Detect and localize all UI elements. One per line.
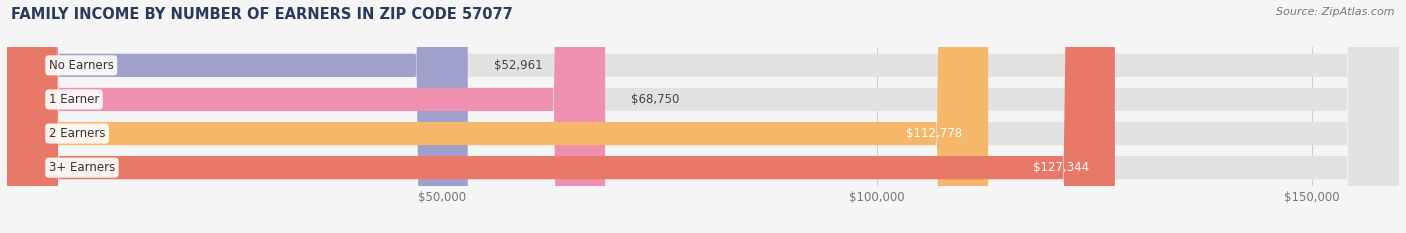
Text: Source: ZipAtlas.com: Source: ZipAtlas.com (1277, 7, 1395, 17)
FancyBboxPatch shape (7, 0, 1115, 233)
Text: 3+ Earners: 3+ Earners (49, 161, 115, 174)
FancyBboxPatch shape (7, 0, 1399, 233)
FancyBboxPatch shape (7, 0, 1399, 233)
FancyBboxPatch shape (7, 0, 605, 233)
Text: $127,344: $127,344 (1032, 161, 1088, 174)
FancyBboxPatch shape (7, 0, 1399, 233)
Text: FAMILY INCOME BY NUMBER OF EARNERS IN ZIP CODE 57077: FAMILY INCOME BY NUMBER OF EARNERS IN ZI… (11, 7, 513, 22)
FancyBboxPatch shape (7, 0, 1399, 233)
FancyBboxPatch shape (7, 0, 988, 233)
Text: 2 Earners: 2 Earners (49, 127, 105, 140)
Text: $112,778: $112,778 (905, 127, 962, 140)
Text: $68,750: $68,750 (631, 93, 679, 106)
Text: $52,961: $52,961 (494, 59, 543, 72)
FancyBboxPatch shape (7, 0, 468, 233)
Text: No Earners: No Earners (49, 59, 114, 72)
Text: 1 Earner: 1 Earner (49, 93, 100, 106)
